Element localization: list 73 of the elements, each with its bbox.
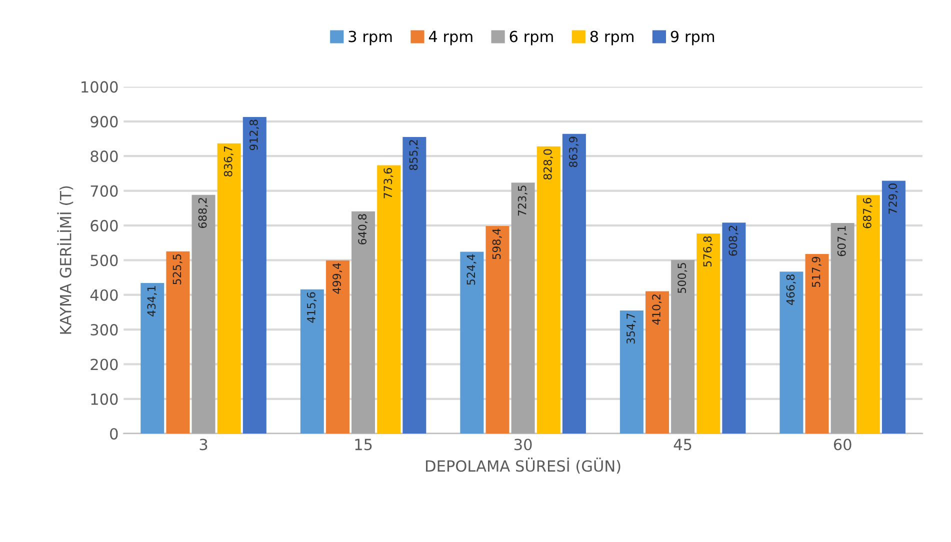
data-label: 688,2 xyxy=(198,198,208,228)
x-tick-label: 15 xyxy=(355,438,372,450)
y-tick-label: 400 xyxy=(90,289,118,301)
bar xyxy=(326,260,350,434)
bar xyxy=(620,310,644,434)
y-tick-label: 800 xyxy=(90,150,118,162)
bar xyxy=(486,226,510,434)
data-label: 912,8 xyxy=(249,120,259,150)
y-tick-label: 100 xyxy=(91,393,118,405)
x-tick-label: 45 xyxy=(674,438,692,450)
bar xyxy=(536,146,560,434)
data-label: 354,7 xyxy=(626,314,636,344)
bar xyxy=(192,194,216,434)
bar xyxy=(300,289,324,434)
x-tick-label: 60 xyxy=(834,438,852,450)
legend-label: 9 rpm xyxy=(670,30,714,46)
bar xyxy=(696,234,720,434)
y-tick-label: 1000 xyxy=(82,81,118,93)
legend-label: 4 rpm xyxy=(428,30,472,46)
y-tick-label: 0 xyxy=(110,428,118,440)
data-label: 863,9 xyxy=(568,136,579,168)
data-label: 466,8 xyxy=(786,274,796,306)
data-label: 729,0 xyxy=(888,184,898,214)
y-axis-title: KAYMA GERİLİMİ (T) xyxy=(57,186,74,334)
data-label: 687,6 xyxy=(862,198,873,228)
x-tick-label: 30 xyxy=(514,438,532,450)
bar xyxy=(722,222,746,434)
bar xyxy=(166,251,190,434)
data-label: 410,2 xyxy=(652,294,662,325)
bar xyxy=(140,283,164,434)
x-tick-label: 3 xyxy=(200,438,208,450)
bar xyxy=(830,223,854,434)
y-tick-label: 700 xyxy=(90,185,118,197)
bar xyxy=(511,182,535,434)
data-label: 517,9 xyxy=(812,256,822,287)
y-tick-label: 500 xyxy=(90,254,118,266)
x-axis-title: DEPOLAMA SÜRESİ (GÜN) xyxy=(426,458,620,474)
y-tick-label: 900 xyxy=(90,116,118,128)
data-label: 500,5 xyxy=(678,263,688,294)
bar xyxy=(377,165,401,434)
bar xyxy=(805,254,829,434)
y-tick-label: 600 xyxy=(90,220,118,232)
data-label: 640,8 xyxy=(358,214,368,244)
bar xyxy=(352,211,376,434)
bar xyxy=(780,272,804,434)
data-label: 524,4 xyxy=(466,254,476,285)
bar xyxy=(856,195,880,434)
legend-label: 8 rpm xyxy=(590,30,634,46)
data-label: 525,5 xyxy=(172,254,182,284)
data-label: 576,8 xyxy=(703,236,713,267)
data-label: 598,4 xyxy=(492,228,502,260)
legend-label: 6 rpm xyxy=(510,30,553,46)
data-label: 434,1 xyxy=(147,286,157,316)
legend-label: 3 rpm xyxy=(348,30,392,46)
data-label: 607,1 xyxy=(837,226,847,256)
bar xyxy=(402,136,426,434)
data-label: 723,5 xyxy=(518,186,528,216)
y-tick-label: 200 xyxy=(90,358,118,370)
bar xyxy=(645,291,670,434)
bar xyxy=(562,134,586,434)
data-label: 415,6 xyxy=(306,292,317,323)
data-label: 499,4 xyxy=(332,263,342,294)
bar xyxy=(882,180,906,434)
bar xyxy=(460,252,484,434)
data-label: 855,2 xyxy=(409,140,419,170)
bar xyxy=(242,116,266,434)
data-label: 773,6 xyxy=(384,168,394,198)
data-label: 828,0 xyxy=(543,149,553,180)
bar xyxy=(217,143,241,434)
y-tick-label: 300 xyxy=(90,324,118,336)
data-label: 608,2 xyxy=(728,226,738,256)
bar xyxy=(671,260,695,434)
data-label: 836,7 xyxy=(224,146,234,176)
